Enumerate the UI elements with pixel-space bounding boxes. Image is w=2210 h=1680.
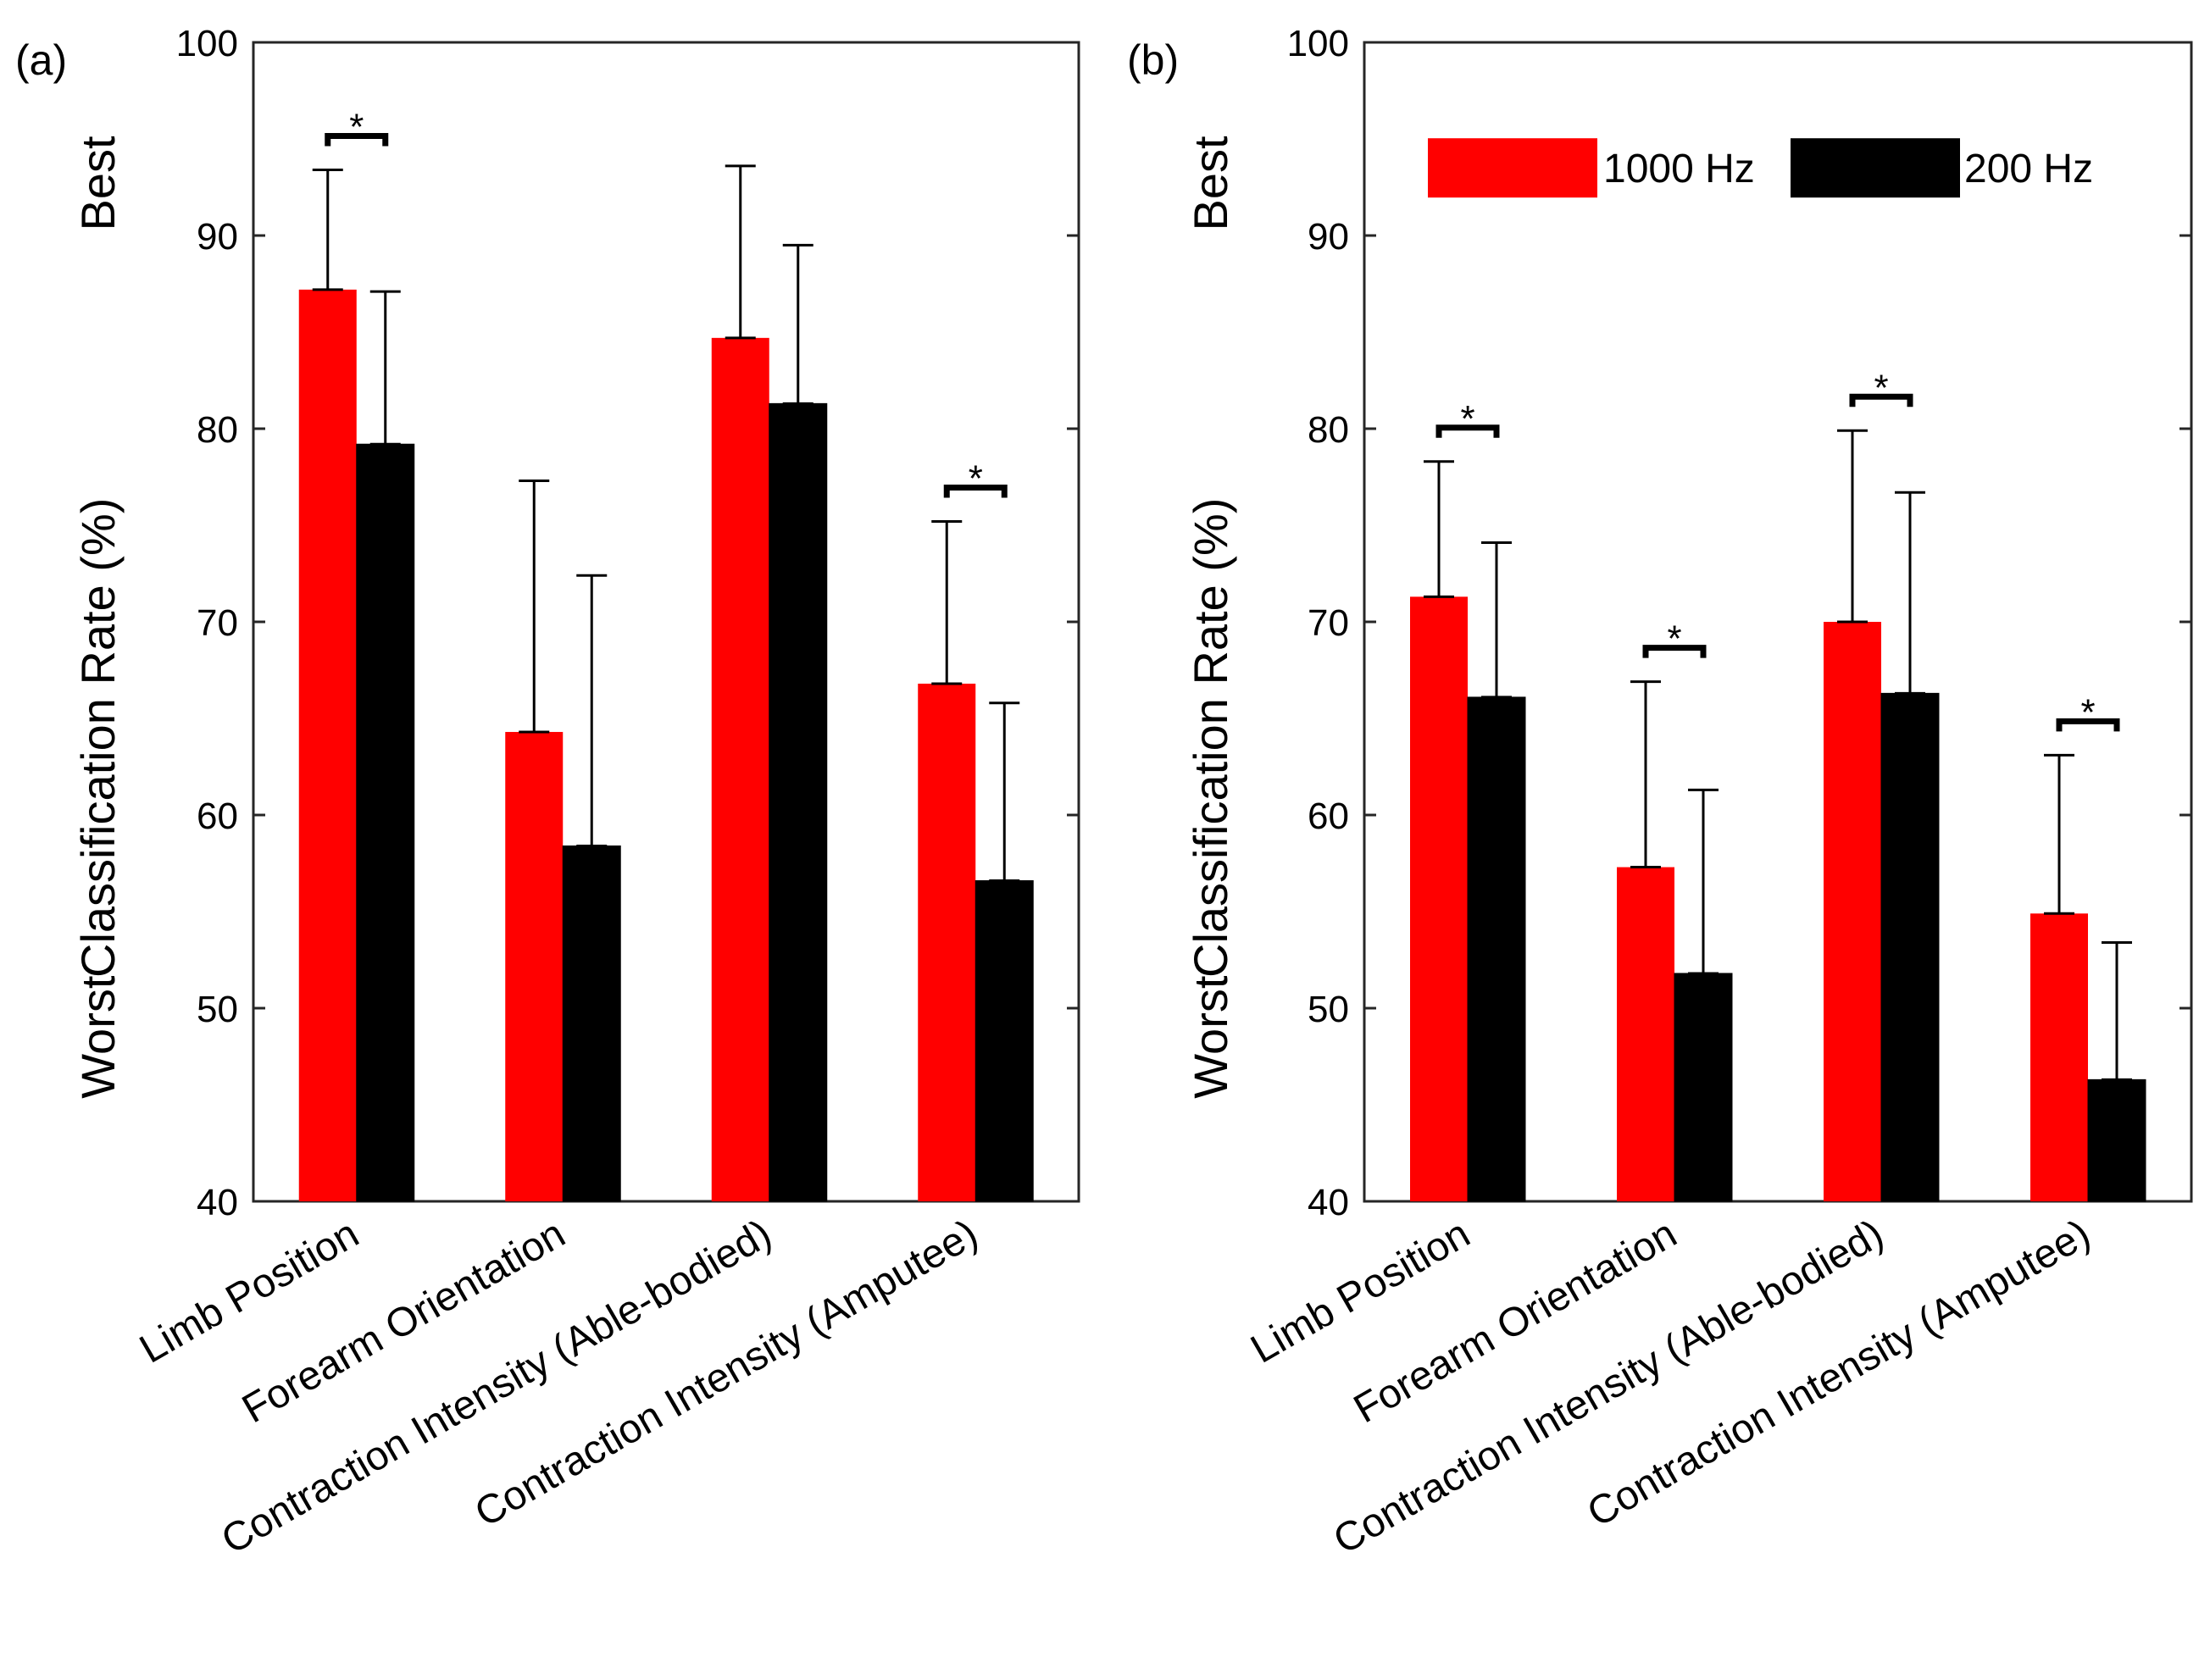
bar-200hz-2 xyxy=(1674,973,1733,1202)
chart-panel-b: 40 50 60 70 80 90 100 (b) Classification Rate (%… xyxy=(1127,23,2193,1563)
y-axis-label: Classification Rate (%) xyxy=(1184,498,1237,978)
legend-swatch-200hz xyxy=(1791,138,1960,198)
legend-label-200hz: 200 Hz xyxy=(1964,147,2093,191)
significance-star: * xyxy=(1874,367,1888,408)
y-axis-best-label: Best xyxy=(1184,136,1237,230)
legend: 1000 Hz 200 Hz xyxy=(1428,138,2093,198)
bar-200hz-2 xyxy=(562,845,621,1202)
significance-bracket xyxy=(1642,645,1707,658)
y-axis-worst-label: Worst xyxy=(71,975,125,1099)
y-tick-label: 90 xyxy=(1308,216,1349,258)
bar-200hz-1 xyxy=(356,443,415,1202)
bar-1000hz-4 xyxy=(918,683,976,1201)
y-tick-label: 60 xyxy=(1308,796,1349,837)
significance-bracket xyxy=(1849,393,1913,408)
bar-1000hz-1 xyxy=(1410,596,1468,1201)
bar-200hz-4 xyxy=(975,880,1034,1202)
bar-1000hz-1 xyxy=(298,289,357,1202)
significance-bracket xyxy=(1435,424,1500,438)
significance-star: * xyxy=(1667,618,1681,660)
bar-1000hz-4 xyxy=(2030,913,2088,1201)
bar-200hz-3 xyxy=(769,402,828,1202)
y-tick-label: 80 xyxy=(197,409,238,451)
bar-1000hz-2 xyxy=(505,731,564,1201)
significance-star: * xyxy=(349,106,364,147)
y-tick-label: 50 xyxy=(1308,989,1349,1030)
y-tick-label: 60 xyxy=(197,796,238,837)
bar-1000hz-3 xyxy=(1824,622,1881,1201)
significance-bracket xyxy=(943,484,1008,498)
significance-star: * xyxy=(969,457,983,499)
y-tick-label: 40 xyxy=(197,1182,238,1223)
y-tick-label: 100 xyxy=(176,23,238,64)
panel-label: (a) xyxy=(15,36,67,84)
y-axis-best-label: Best xyxy=(71,136,125,230)
y-tick-label: 100 xyxy=(1287,23,1349,64)
legend-swatch-1000hz xyxy=(1428,138,1597,198)
y-tick-label: 50 xyxy=(197,989,238,1030)
significance-bracket xyxy=(2056,718,2120,732)
chart-panel-a: 40 50 60 70 80 90 100 (a) Classification Rate (%… xyxy=(15,23,1080,1563)
significance-star: * xyxy=(2080,691,2095,733)
y-axis-label: Classification Rate (%) xyxy=(71,498,125,978)
legend-label-1000hz: 1000 Hz xyxy=(1603,147,1755,191)
bar-200hz-3 xyxy=(1880,692,1940,1202)
y-axis-worst-label: Worst xyxy=(1184,975,1237,1099)
y-tick-label: 90 xyxy=(197,216,238,258)
bar-200hz-1 xyxy=(1467,696,1526,1202)
significance-bracket xyxy=(325,132,389,147)
panel-label: (b) xyxy=(1127,36,1179,84)
bar-200hz-4 xyxy=(2087,1078,2146,1202)
y-tick-label: 40 xyxy=(1308,1182,1349,1223)
bar-1000hz-2 xyxy=(1617,867,1674,1201)
y-tick-label: 70 xyxy=(1308,602,1349,644)
significance-star: * xyxy=(1460,398,1474,440)
y-tick-label: 70 xyxy=(197,602,238,644)
bar-1000hz-3 xyxy=(711,337,769,1202)
y-tick-label: 80 xyxy=(1308,409,1349,451)
